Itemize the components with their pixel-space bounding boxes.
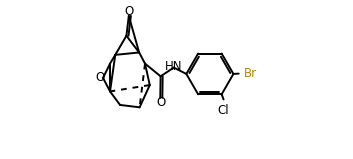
Text: HN: HN <box>165 60 183 73</box>
Text: Br: Br <box>244 67 257 80</box>
Text: O: O <box>125 5 134 18</box>
Text: O: O <box>95 71 104 84</box>
Text: O: O <box>156 96 166 109</box>
Text: Cl: Cl <box>218 104 229 117</box>
